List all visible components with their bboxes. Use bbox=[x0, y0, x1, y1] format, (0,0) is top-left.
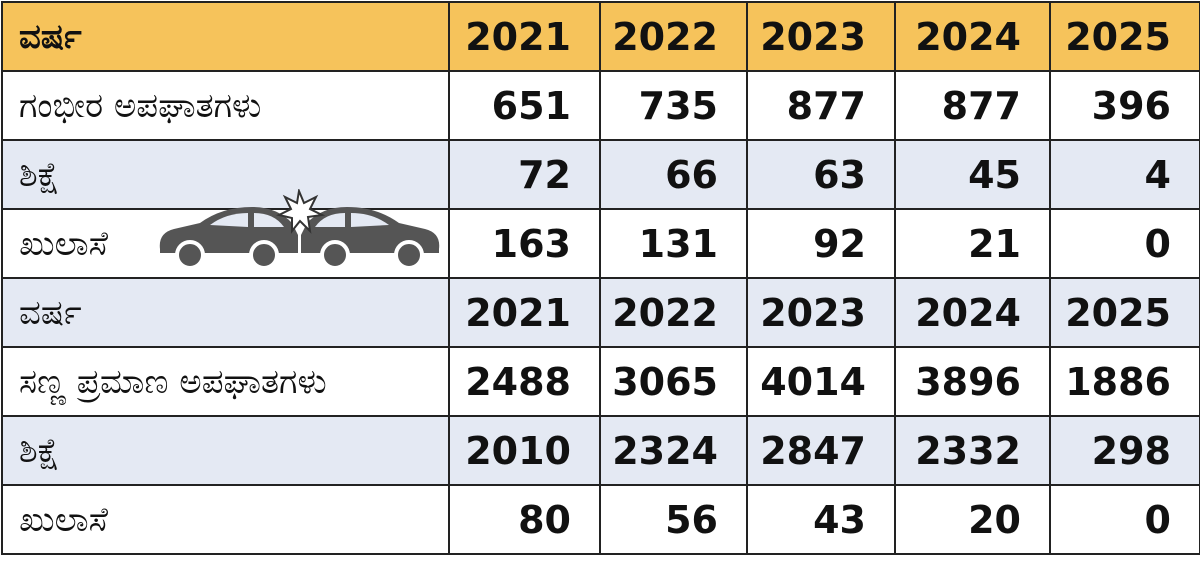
table-row: ಗಂಭೀರ ಅಪಘಾತಗಳು 651 735 877 877 396 bbox=[1, 70, 1200, 141]
row-label: ಶಿಕ್ಷೆ bbox=[1, 415, 450, 486]
table-row: ವರ್ಷ 2021 2022 2023 2024 2025 bbox=[1, 277, 1200, 348]
cell-value: 2023 bbox=[746, 1, 896, 72]
cell-value: 43 bbox=[746, 484, 896, 555]
table-body: ವರ್ಷ 2021 2022 2023 2024 2025 ಗಂಭೀರ ಅಪಘಾತಗಳು 65… bbox=[1, 1, 1200, 555]
cell-value: 45 bbox=[894, 139, 1051, 210]
cell-value: 163 bbox=[448, 208, 601, 279]
cell-value: 4014 bbox=[746, 346, 896, 417]
cell-value: 2021 bbox=[448, 1, 601, 72]
table-row: ಶಿಕ್ಷೆ 2010 2324 2847 2332 298 bbox=[1, 415, 1200, 486]
row-label: ಶಿಕ್ಷೆ bbox=[1, 139, 450, 210]
cell-value: 63 bbox=[746, 139, 896, 210]
cell-value: 2488 bbox=[448, 346, 601, 417]
cell-value: 72 bbox=[448, 139, 601, 210]
row-label: ಗಂಭೀರ ಅಪಘಾತಗಳು bbox=[1, 70, 450, 141]
row-label: ಸಣ್ಣ ಪ್ರಮಾಣ ಅಪಘಾತಗಳು bbox=[1, 346, 450, 417]
cell-value: 877 bbox=[894, 70, 1051, 141]
cell-value: 21 bbox=[894, 208, 1051, 279]
cell-value: 3065 bbox=[599, 346, 748, 417]
cell-value: 2010 bbox=[448, 415, 601, 486]
cell-value: 2022 bbox=[599, 277, 748, 348]
cell-value: 735 bbox=[599, 70, 748, 141]
cell-value: 2332 bbox=[894, 415, 1051, 486]
table-row: ವರ್ಷ 2021 2022 2023 2024 2025 bbox=[1, 1, 1200, 72]
accident-table: ವರ್ಷ 2021 2022 2023 2024 2025 ಗಂಭೀರ ಅಪಘಾತಗಳು 65… bbox=[1, 1, 1200, 555]
cell-value: 1886 bbox=[1049, 346, 1200, 417]
row-label: ವರ್ಷ bbox=[1, 1, 450, 72]
car-crash-icon bbox=[159, 189, 440, 270]
cell-value: 2023 bbox=[746, 277, 896, 348]
table-row: ಖುಲಾಸೆ 80 56 43 20 0 bbox=[1, 484, 1200, 555]
cell-value: 80 bbox=[448, 484, 601, 555]
cell-value: 131 bbox=[599, 208, 748, 279]
row-label: ಖುಲಾಸೆ bbox=[1, 484, 450, 555]
cell-value: 66 bbox=[599, 139, 748, 210]
cell-value: 92 bbox=[746, 208, 896, 279]
cell-value: 2024 bbox=[894, 277, 1051, 348]
row-label: ವರ್ಷ bbox=[1, 277, 450, 348]
cell-value: 2324 bbox=[599, 415, 748, 486]
cell-value: 298 bbox=[1049, 415, 1200, 486]
cell-value: 2022 bbox=[599, 1, 748, 72]
cell-value: 0 bbox=[1049, 484, 1200, 555]
cell-value: 3896 bbox=[894, 346, 1051, 417]
cell-value: 2025 bbox=[1049, 277, 1200, 348]
cell-value: 20 bbox=[894, 484, 1051, 555]
cell-value: 4 bbox=[1049, 139, 1200, 210]
cell-value: 2021 bbox=[448, 277, 601, 348]
cell-value: 2024 bbox=[894, 1, 1051, 72]
cell-value: 2847 bbox=[746, 415, 896, 486]
cell-value: 396 bbox=[1049, 70, 1200, 141]
cell-value: 651 bbox=[448, 70, 601, 141]
cell-value: 56 bbox=[599, 484, 748, 555]
table-row: ಸಣ್ಣ ಪ್ರಮಾಣ ಅಪಘಾತಗಳು 2488 3065 4014 3896 1886 bbox=[1, 346, 1200, 417]
cell-value: 0 bbox=[1049, 208, 1200, 279]
table-row: ಶಿಕ್ಷೆ 72 66 63 45 4 bbox=[1, 139, 1200, 210]
cell-value: 2025 bbox=[1049, 1, 1200, 72]
cell-value: 877 bbox=[746, 70, 896, 141]
